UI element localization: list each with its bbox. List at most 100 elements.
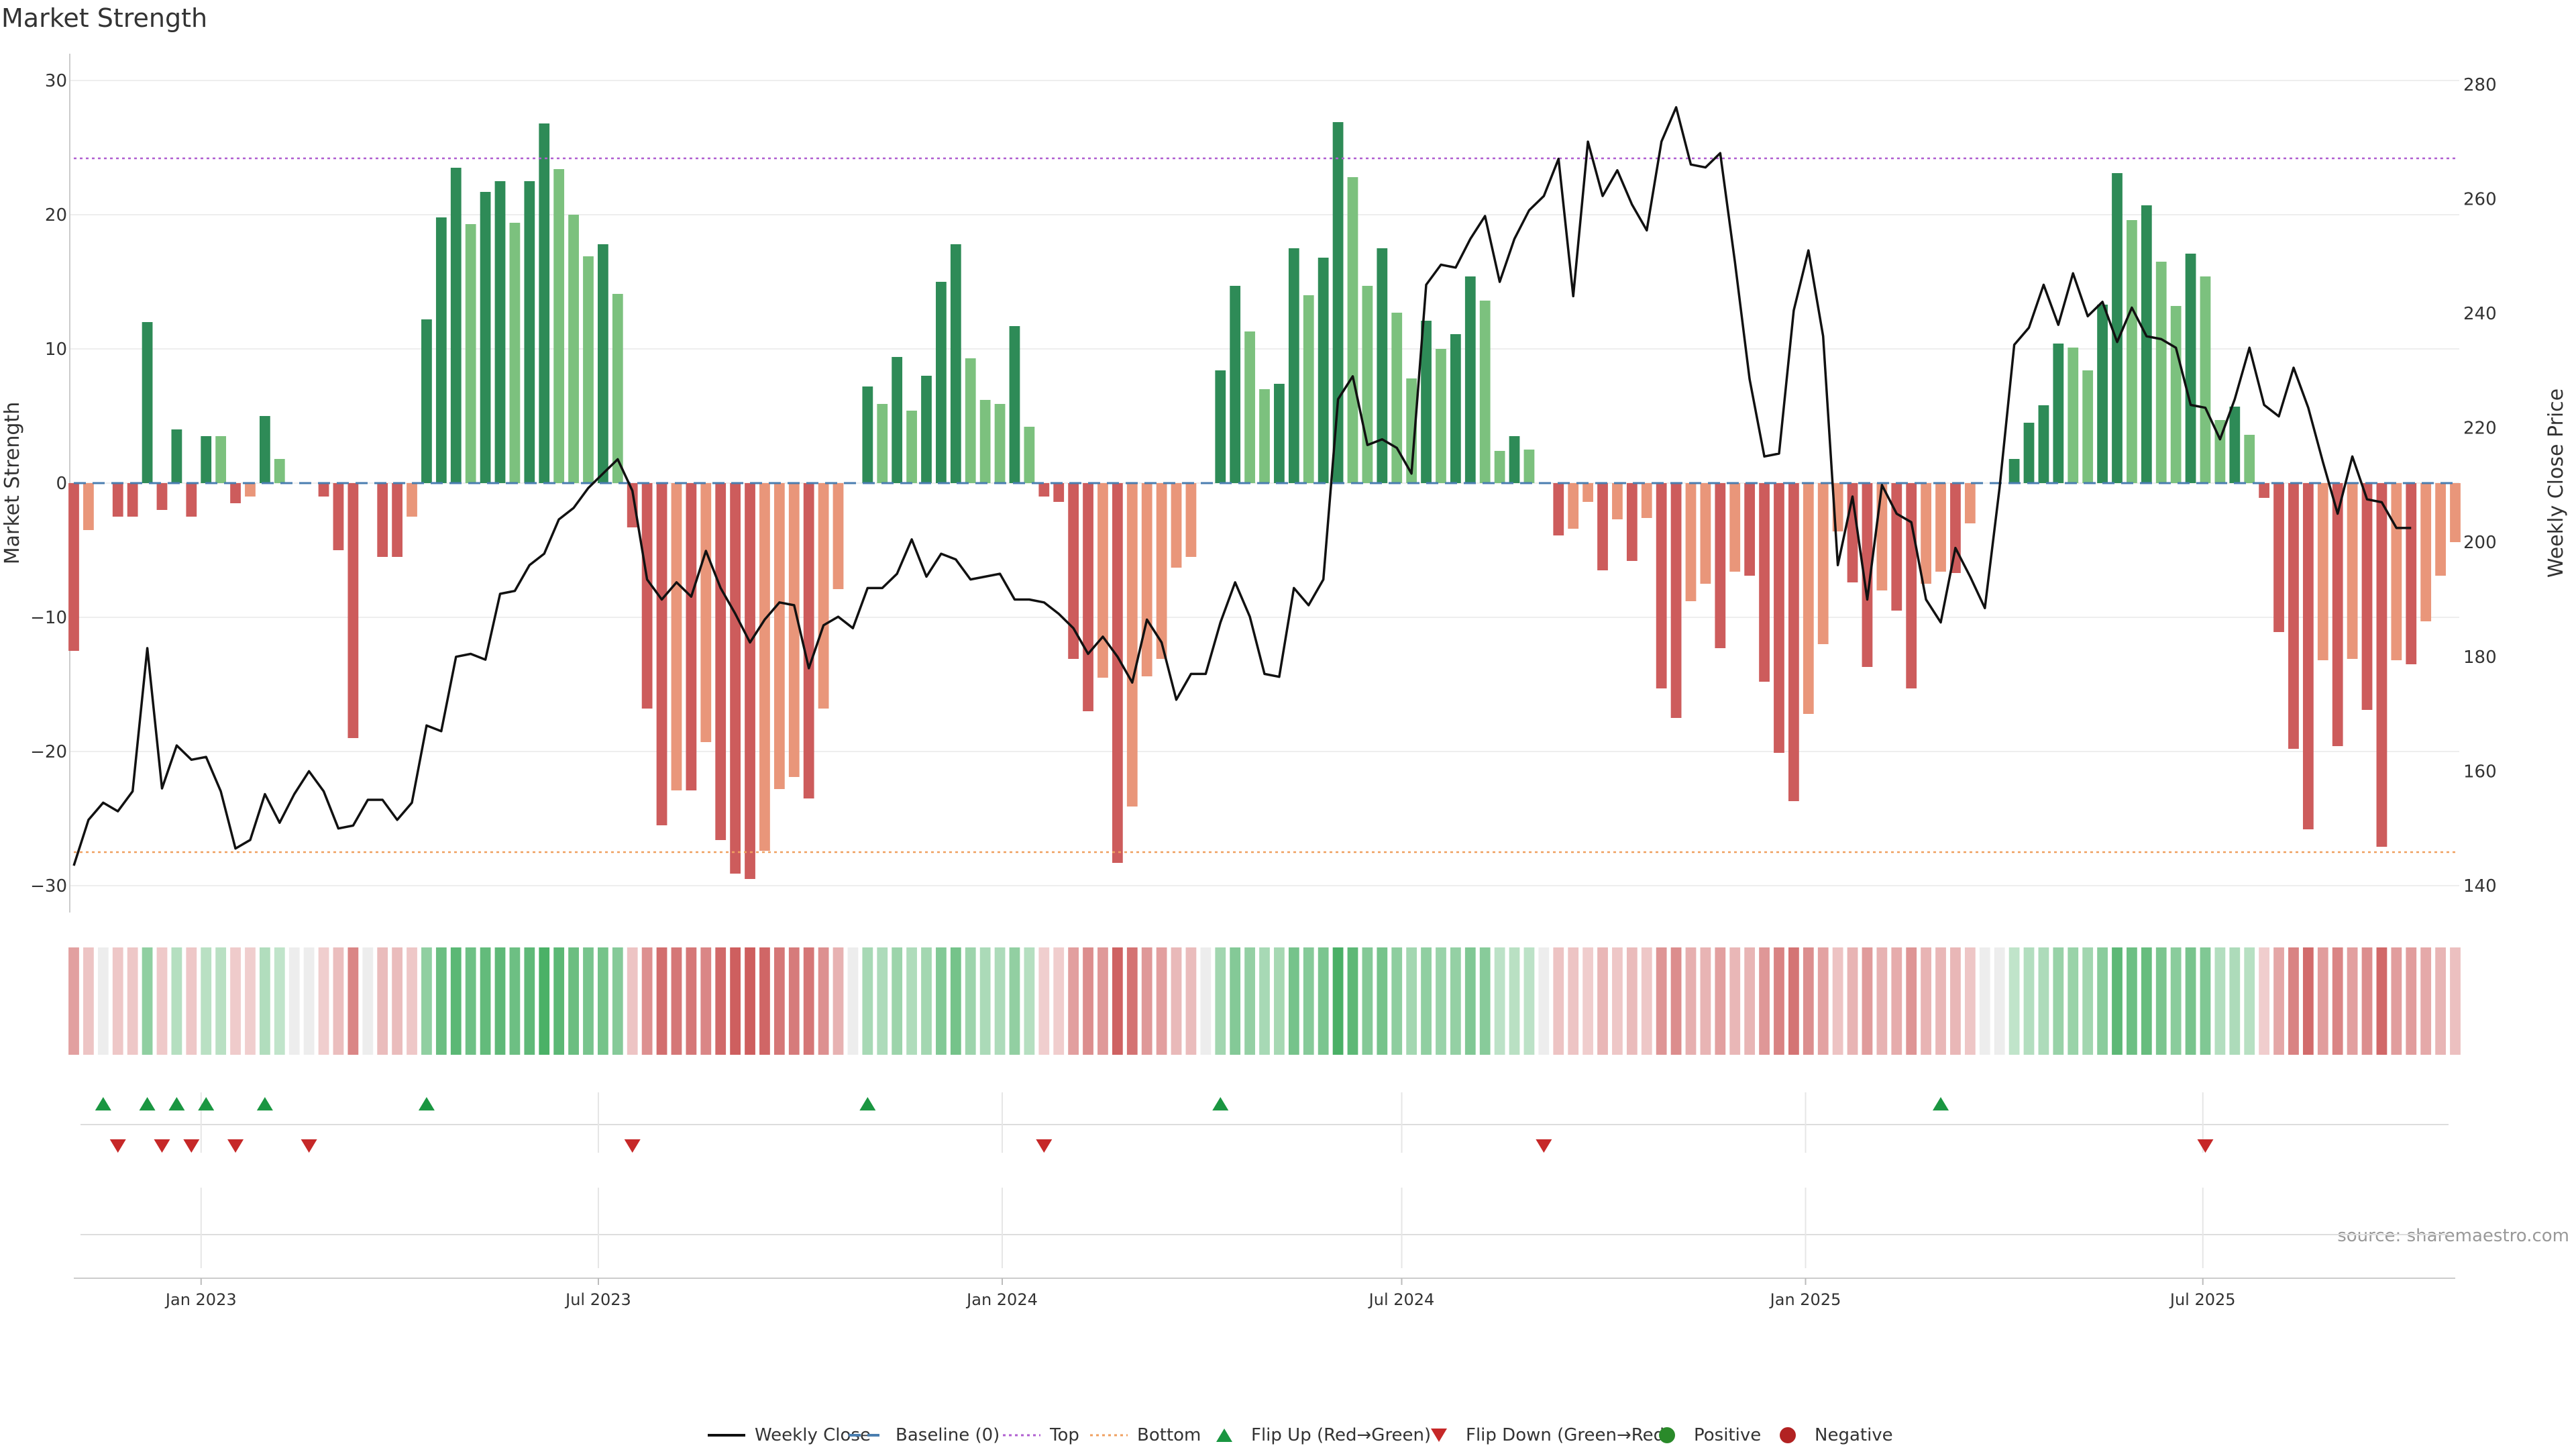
heat-cell (936, 947, 947, 1055)
heat-cell (1744, 947, 1756, 1055)
heat-cell (2435, 947, 2446, 1055)
heat-cell (1244, 947, 1255, 1055)
legend-label: Flip Up (Red→Green) (1251, 1425, 1431, 1445)
flip-up-marker (168, 1097, 185, 1110)
strength-bar (1935, 483, 1946, 572)
strength-bar (318, 483, 329, 497)
strength-bar (627, 483, 638, 527)
heat-cell (112, 947, 123, 1055)
strength-bar (142, 322, 153, 483)
source-note: source: sharemaestro.com (2337, 1226, 2569, 1246)
heat-cell (333, 947, 344, 1055)
strength-bar (1009, 326, 1020, 483)
strength-bar (1685, 483, 1697, 601)
strength-bar (1950, 483, 1961, 573)
strength-bar (759, 483, 770, 851)
strength-bar (1582, 483, 1593, 502)
heat-cell (303, 947, 315, 1055)
heat-cell (730, 947, 741, 1055)
heat-cell (656, 947, 667, 1055)
strength-bar (1318, 258, 1329, 483)
strength-bar (1479, 301, 1491, 483)
heat-cell (435, 947, 447, 1055)
strength-bar (1230, 286, 1241, 483)
y2-tick-label: 160 (2463, 762, 2497, 782)
heat-cell (1906, 947, 1917, 1055)
legend: Weekly Close Baseline (0) Top Bottom Flip Up… (708, 1425, 1893, 1445)
strength-bar (2273, 483, 2284, 632)
heat-cell (2053, 947, 2064, 1055)
strength-bar (1141, 483, 1152, 676)
strength-bar (1391, 313, 1403, 483)
heat-cell (494, 947, 506, 1055)
strength-bar (1171, 483, 1182, 568)
heat-cell (2170, 947, 2182, 1055)
y-tick-label: −10 (30, 608, 67, 628)
heat-cell (2229, 947, 2241, 1055)
heat-cell (377, 947, 388, 1055)
heat-cell (1538, 947, 1550, 1055)
strength-bar (1744, 483, 1756, 576)
strength-bar (862, 386, 873, 483)
heat-cell (1817, 947, 1829, 1055)
strength-bar (1906, 483, 1917, 688)
strength-bar (186, 483, 197, 517)
legend-swatch-dot (1780, 1427, 1796, 1443)
heat-cell (979, 947, 991, 1055)
strength-bar (259, 416, 270, 483)
flip-up-marker (139, 1097, 156, 1110)
x-tick-label: Jan 2023 (164, 1290, 237, 1309)
heat-cell (1523, 947, 1535, 1055)
heat-cell (1509, 947, 1520, 1055)
strength-bar (818, 483, 829, 709)
heat-cell (1377, 947, 1388, 1055)
flip-down-marker (183, 1139, 200, 1153)
strength-bar (1700, 483, 1711, 584)
heat-cell (1126, 947, 1138, 1055)
heat-cell (2082, 947, 2094, 1055)
strength-bar (641, 483, 653, 709)
legend-label: Negative (1815, 1425, 1893, 1445)
y-tick-label: 30 (45, 71, 67, 91)
heat-cell (1700, 947, 1711, 1055)
strength-bar (1421, 321, 1432, 483)
legend-item: Weekly Close (708, 1425, 871, 1445)
strength-bar (1185, 483, 1197, 557)
heat-cell (1979, 947, 1990, 1055)
heat-cell (2288, 947, 2299, 1055)
strength-bar (1523, 450, 1535, 483)
heat-cell (2244, 947, 2255, 1055)
heat-cell (1582, 947, 1593, 1055)
strength-bar (1553, 483, 1564, 535)
strength-bar (715, 483, 727, 840)
strength-bar (1126, 483, 1138, 807)
strength-bar (1641, 483, 1652, 518)
legend-item: Top (1003, 1425, 1079, 1445)
strength-bar (877, 404, 888, 483)
heat-cell (1274, 947, 1285, 1055)
heat-cell (833, 947, 844, 1055)
x-tick-label: Jan 2025 (1769, 1290, 1841, 1309)
strength-bar (745, 483, 755, 879)
heat-cell (700, 947, 712, 1055)
heat-cell (818, 947, 829, 1055)
strength-bar (2450, 483, 2461, 542)
strength-bar (1156, 483, 1167, 659)
heat-cell (892, 947, 903, 1055)
legend-item: Baseline (0) (849, 1425, 1000, 1445)
heat-cell (1083, 947, 1093, 1055)
legend-swatch-flip-up (1216, 1429, 1232, 1442)
heat-cell (1715, 947, 1726, 1055)
heat-cell (1362, 947, 1373, 1055)
strength-bar (347, 483, 359, 738)
heat-cell (1421, 947, 1432, 1055)
strength-bar (979, 400, 991, 483)
flip-up-marker (95, 1097, 111, 1110)
heat-cell (1641, 947, 1652, 1055)
strength-bar (2082, 370, 2094, 483)
heat-cell (1921, 947, 1931, 1055)
heat-cell (1891, 947, 1902, 1055)
strength-bar (156, 483, 168, 510)
strength-bar (1759, 483, 1770, 682)
strength-bar (1053, 483, 1065, 502)
